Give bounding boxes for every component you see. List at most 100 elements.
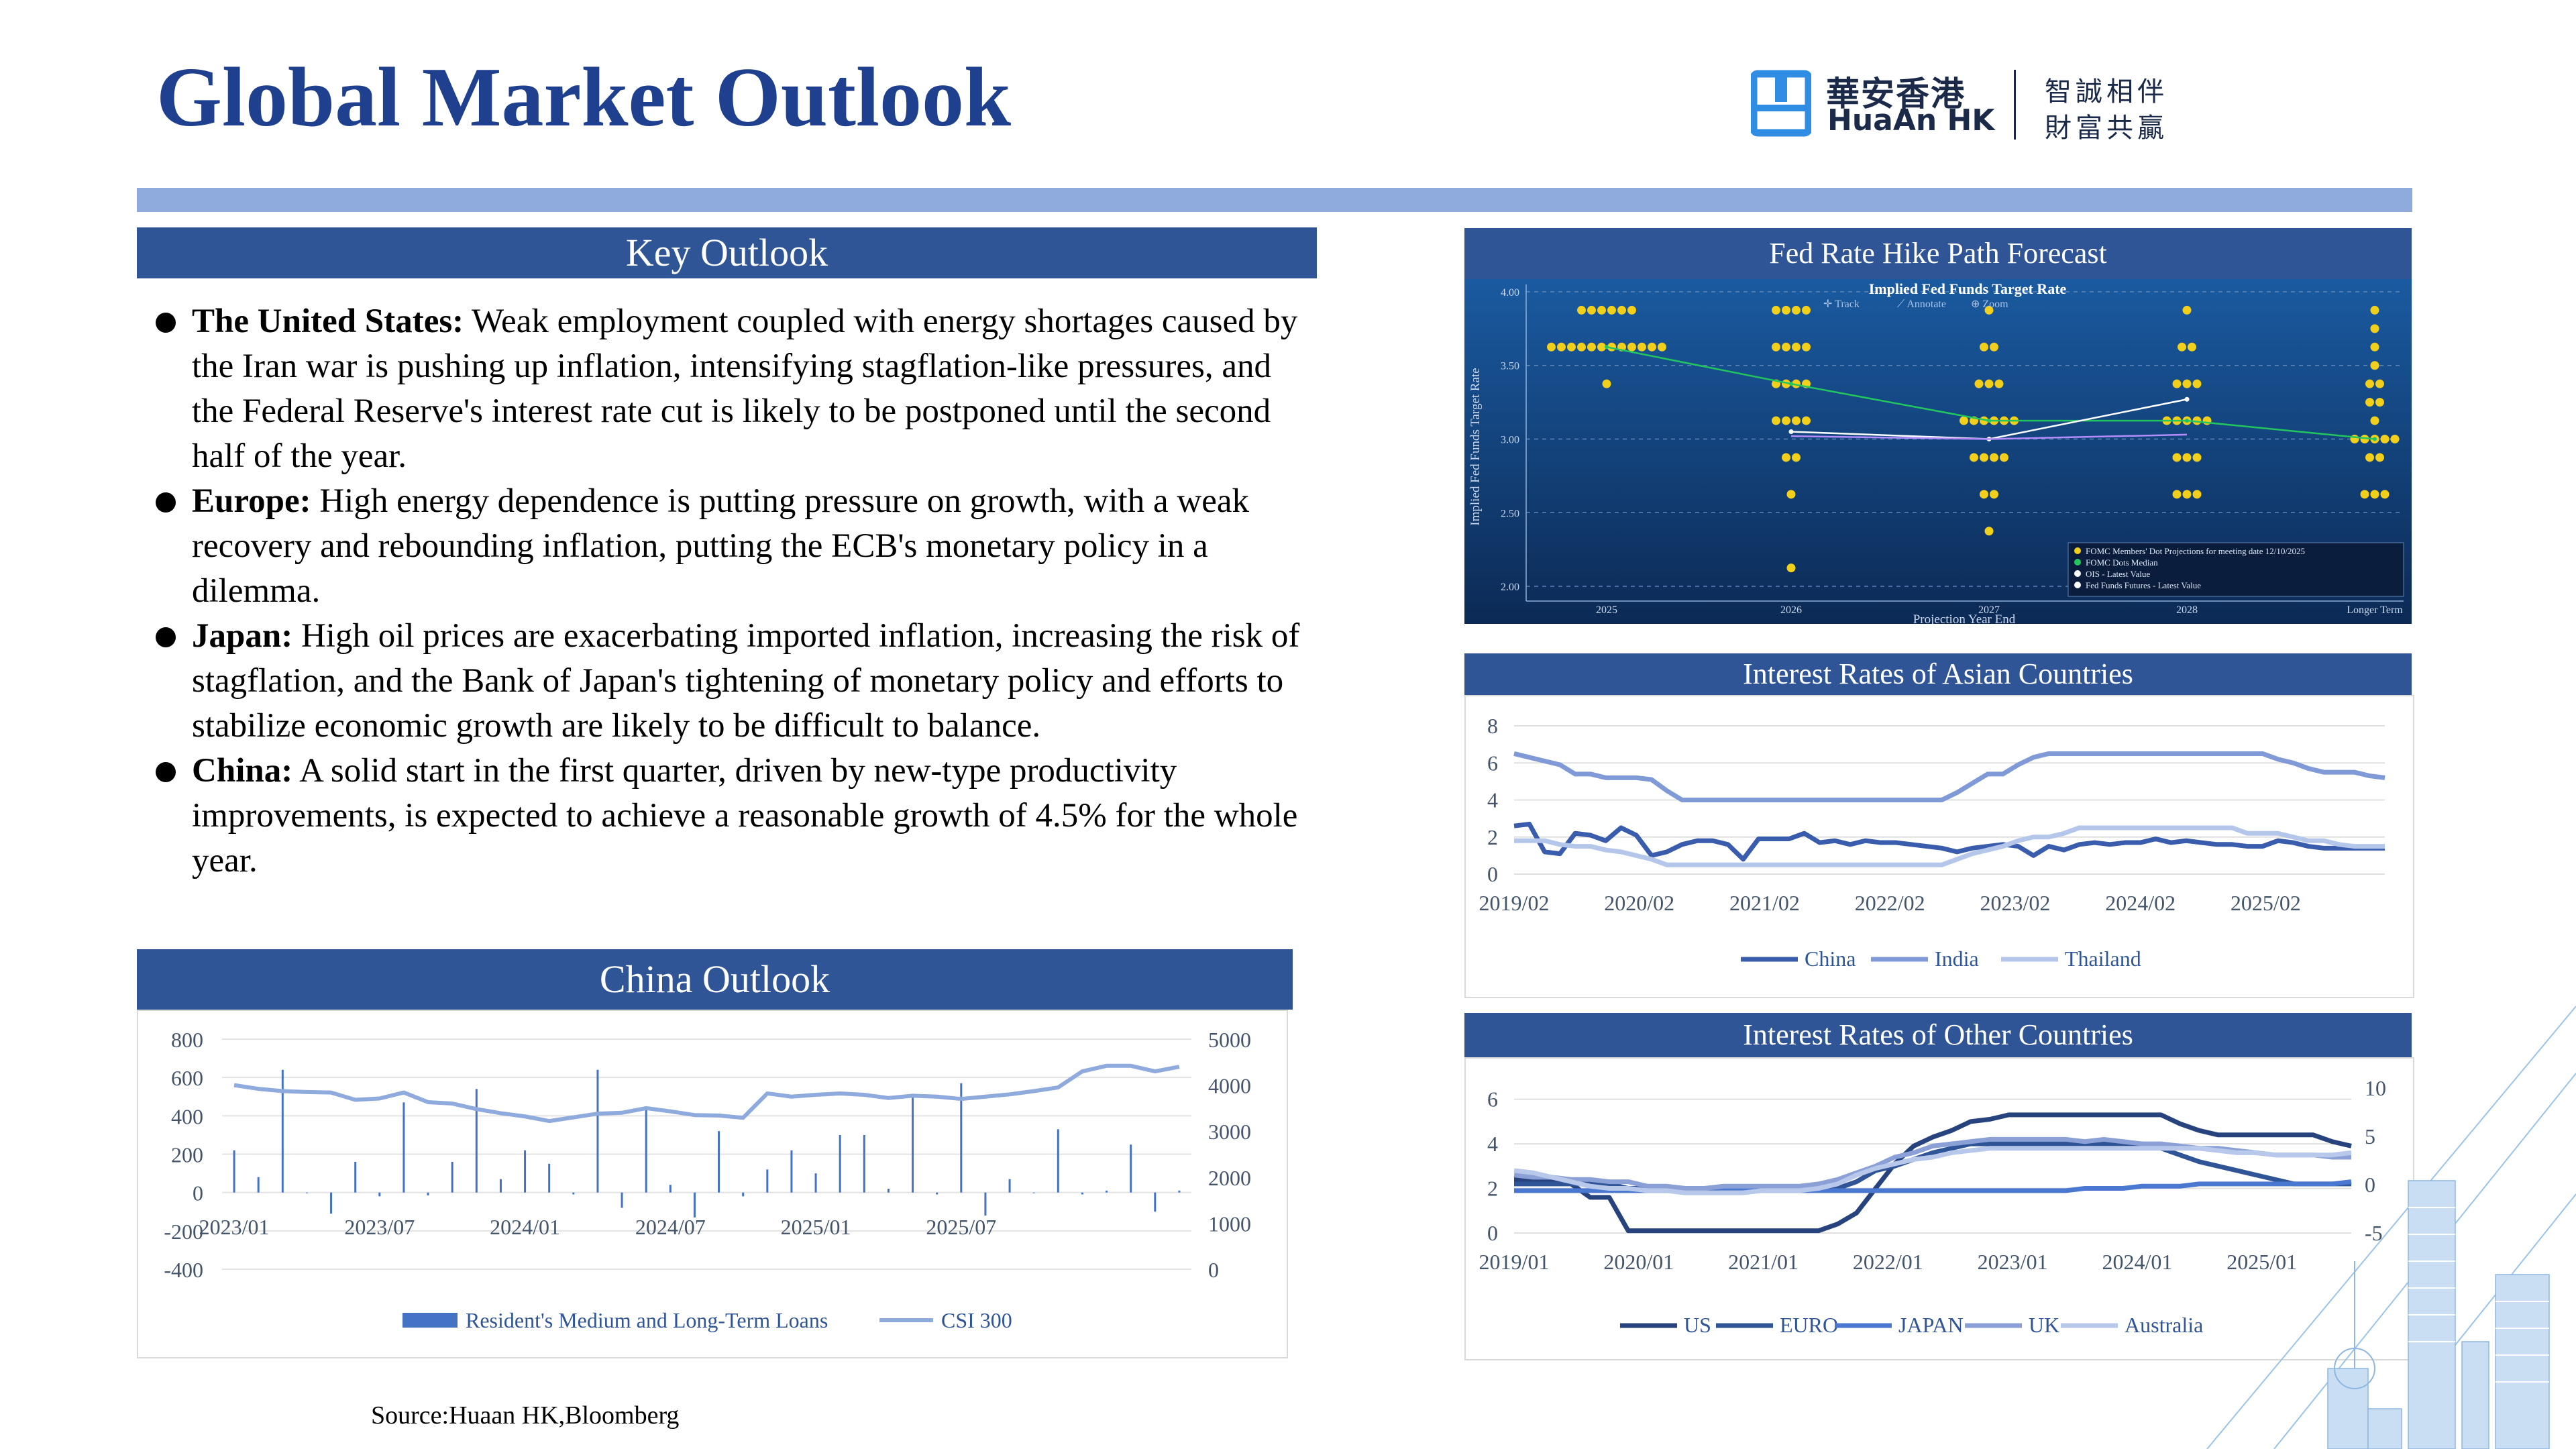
logo-tagline-2: 財富共贏 [2045, 113, 2168, 144]
dot-projection [1802, 342, 1811, 352]
fed-chart-svg: 4.00 3.50 3.00 2.50 2.00 2025 2026 2027 2028 Long… [1464, 279, 2412, 627]
series-line-us [1514, 1112, 2352, 1234]
dot-projection [2380, 490, 2390, 499]
dot-projection [2360, 435, 2369, 444]
x-tick-label: 2028 [2176, 604, 2198, 616]
dot-projection [1990, 342, 1998, 352]
loan-bar [863, 1134, 865, 1193]
dot-projection [1984, 305, 1994, 315]
legend-label-csi300: CSI 300 [941, 1308, 1012, 1332]
median-point [2185, 419, 2189, 423]
dot-projection [1792, 305, 1801, 315]
fed-legend-label: FOMC Members' Dot Projections for meetin… [2086, 546, 2305, 556]
x-tick-label: Longer Term [2347, 604, 2403, 616]
loan-bar [257, 1177, 260, 1193]
loan-bar [936, 1192, 938, 1195]
y-left-tick-label: -200 [164, 1220, 203, 1244]
toolbar-track-button[interactable]: ✛ Track [1823, 299, 1860, 310]
outlook-item: The United States: Weak employment coupl… [156, 299, 1309, 479]
y-tick-label: 6 [1487, 751, 1498, 775]
loan-bar [499, 1179, 502, 1193]
loan-bar [693, 1192, 696, 1218]
other-rates-chart: 6 4 2 0 10 5 0 -5 2019/01 2020/01 2021/01 2022/01 20… [1464, 1057, 2414, 1360]
dot-projection [1786, 564, 1796, 573]
dot-projection [1557, 342, 1566, 352]
dot-projection [1970, 453, 1978, 462]
dot-projection [1782, 453, 1790, 462]
dot-projection [1792, 416, 1801, 425]
x-tick-label: 2024/01 [2102, 1250, 2172, 1274]
x-tick-label: 2025 [1596, 604, 1617, 616]
dot-projection [2370, 305, 2379, 315]
y-left-tick-label: 0 [193, 1181, 203, 1205]
dot-projection [1980, 342, 1988, 352]
dot-projection [1627, 342, 1636, 352]
loan-bar [960, 1083, 963, 1193]
dot-projection [2370, 361, 2379, 370]
header-rule [137, 188, 2412, 212]
outlook-item: China: A solid start in the first quarte… [156, 749, 1309, 883]
loan-bar [912, 1094, 914, 1193]
other-rates-heading: Interest Rates of Other Countries [1464, 1013, 2412, 1057]
loan-bar [572, 1192, 575, 1195]
ois-point [2184, 396, 2190, 402]
y-left-tick-label: 200 [171, 1143, 203, 1167]
dot-projection [1597, 305, 1606, 315]
company-logo: 華安香港 HuaAn HK 智誠相伴 財富共贏 [1751, 67, 2180, 144]
x-tick-label: 2021/01 [1728, 1250, 1799, 1274]
legend-label: Thailand [2065, 947, 2141, 971]
dot-projection [1984, 379, 1994, 388]
ois-point [1788, 429, 1794, 435]
csi300-line [233, 1063, 1180, 1124]
dot-projection [2370, 416, 2379, 425]
y-right-tick-label: 3000 [1208, 1120, 1251, 1144]
toolbar-zoom-button[interactable]: ⊕ Zoom [1971, 299, 2008, 310]
dot-projection [2365, 453, 2374, 462]
loan-bar [548, 1163, 551, 1193]
y-tick-label: 4 [1487, 1132, 1498, 1156]
dot-projection [1617, 305, 1626, 315]
toolbar-annotate-button[interactable]: ⟋ Annotate [1897, 299, 1946, 310]
dot-projection [1782, 305, 1790, 315]
loan-bar [645, 1106, 647, 1193]
dot-projection [2360, 490, 2369, 499]
loan-bar [1130, 1144, 1132, 1193]
legend-label: Australia [2125, 1313, 2203, 1337]
key-outlook-heading: Key Outlook [137, 227, 1317, 278]
dot-projection [2370, 490, 2379, 499]
dot-projection [2172, 453, 2182, 462]
y-right-tick-label: 1000 [1208, 1212, 1251, 1236]
x-tick-label: 2024/02 [2105, 891, 2176, 915]
y-right-tick-label: 5 [2365, 1124, 2375, 1148]
y-tick-label: 2 [1487, 1177, 1498, 1201]
bullet-icon [156, 627, 176, 647]
y-tick-label: 3.00 [1501, 435, 1519, 446]
loan-bar [984, 1192, 987, 1216]
x-tick-label: 2019/02 [1479, 891, 1550, 915]
y-right-tick-label: 10 [2365, 1076, 2386, 1100]
dot-projection [1974, 379, 1984, 388]
y-tick-label: 6 [1487, 1087, 1498, 1112]
series-line-india [1513, 751, 2385, 802]
asia-chart-svg: 8 6 4 2 0 2019/02 2020/02 2021/02 2022/02 2023/02… [1479, 714, 2385, 971]
dot-projection [1792, 342, 1801, 352]
dot-projection [2172, 379, 2182, 388]
dot-projection [2370, 342, 2379, 352]
y-tick-label: 0 [1487, 862, 1498, 886]
series-line-thailand [1514, 825, 2385, 867]
y-tick-label: 3.50 [1501, 361, 1519, 372]
loan-bar [330, 1192, 333, 1214]
dot-projection [2192, 490, 2202, 499]
dot-projection [1602, 379, 1611, 388]
dot-projection [1782, 416, 1790, 425]
loan-bar [887, 1188, 890, 1193]
loan-bar [1106, 1190, 1108, 1193]
dot-projection [1597, 342, 1606, 352]
y-left-tick-label: 400 [171, 1104, 203, 1128]
x-tick-label: 2025/07 [926, 1215, 996, 1239]
logo-divider [2014, 70, 2016, 140]
outlook-region-label: The United States: [192, 303, 464, 340]
china-outlook-chart: 800 600 400 200 0 -200 -400 5000 4000 3000 2000 100… [137, 1010, 1288, 1358]
dot-projection [2375, 379, 2384, 388]
